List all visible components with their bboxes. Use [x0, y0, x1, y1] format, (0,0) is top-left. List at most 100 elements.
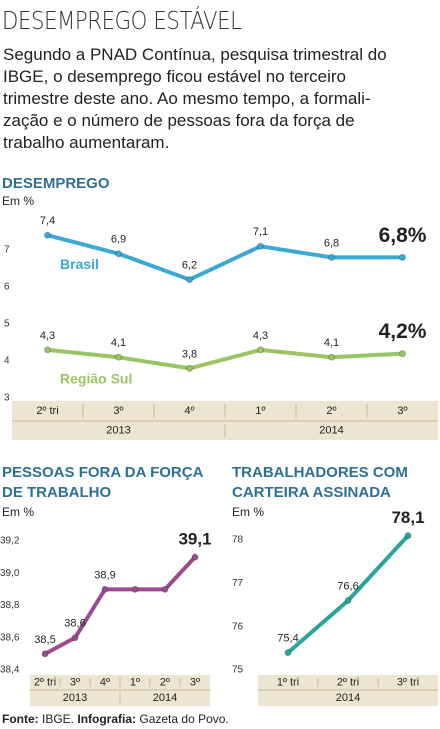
line	[286, 534, 410, 655]
x-tick-label: 1º	[130, 676, 140, 688]
x-tick-label: 2º tri	[36, 405, 58, 417]
data-label: 6,2	[182, 260, 197, 272]
data-label: 4,1	[324, 337, 339, 349]
data-label: 6,9	[111, 234, 126, 246]
data-label: 76,6	[337, 581, 358, 593]
group-label: 2014	[336, 692, 360, 704]
data-label: 38,6	[64, 618, 85, 630]
point	[257, 346, 264, 354]
chart-title: PESSOAS FORA DA FORÇA DE TRABALHO	[2, 464, 203, 501]
data-label: 4,1	[111, 337, 126, 349]
point	[186, 276, 193, 284]
y-tick-label: 7	[4, 245, 10, 256]
y-tick-label: 6	[4, 282, 10, 293]
intro-line: zação e o número de pessoas fora da forç…	[3, 111, 355, 130]
point	[191, 553, 199, 561]
data-label: 7,1	[253, 226, 268, 238]
x-tick-label: 1º tri	[277, 676, 299, 688]
footer-label: Infografia:	[77, 712, 137, 726]
x-tick-label: 2º tri	[34, 676, 56, 688]
y-tick-label: 78	[232, 535, 244, 546]
y-tick-label: 4	[4, 356, 10, 367]
intro-line: trabalho aumentaram.	[3, 133, 170, 152]
point	[186, 364, 193, 372]
intro-line: IBGE, o desemprego ficou estável no terc…	[3, 67, 347, 86]
data-label: 78,1	[391, 508, 424, 527]
y-tick-label: 39,0	[0, 568, 20, 579]
x-tick-label: 3º	[190, 676, 200, 688]
point	[399, 350, 406, 358]
point	[161, 585, 169, 593]
y-tick-label: 39,2	[0, 536, 20, 547]
x-tick-label: 2º	[326, 405, 336, 417]
x-tick-label: 3º tri	[397, 676, 419, 688]
group-label: 2013	[63, 692, 87, 704]
point	[131, 585, 139, 593]
point	[328, 253, 335, 261]
point	[44, 231, 51, 239]
intro-line: trimestre deste ano. Ao mesmo tempo, a f…	[3, 89, 371, 108]
x-tick-label: 4º	[184, 405, 194, 417]
x-tick-label: 3º	[70, 676, 80, 688]
intro: Segundo a PNAD Contínua, pesquisa trimes…	[3, 44, 387, 154]
line	[44, 555, 197, 656]
intro-line: Segundo a PNAD Contínua, pesquisa trimes…	[3, 45, 387, 64]
data-label: 39,1	[178, 530, 211, 549]
data-label: 75,4	[277, 633, 298, 645]
group-label: 2014	[319, 424, 343, 436]
y-tick-label: 76	[232, 621, 244, 632]
chart-title: TRABALHADORES COM CARTEIRA ASSINADA	[232, 464, 408, 501]
footer-text: IBGE.	[42, 712, 75, 726]
line	[47, 347, 403, 371]
y-tick-label: 75	[232, 665, 244, 676]
footer: Fonte: IBGE. Infografia: Gazeta do Povo.	[2, 712, 229, 726]
chart-title: DESEMPREGO	[2, 175, 110, 192]
x-tick-label: 3º	[113, 405, 123, 417]
data-label: 38,5	[34, 634, 55, 646]
y-tick-label: 38,8	[0, 600, 20, 611]
x-tick-label: 3º	[397, 405, 407, 417]
y-axis-label: Em %	[2, 194, 35, 208]
page-title: DESEMPREGO ESTÁVEL	[2, 6, 242, 35]
data-label: 6,8%	[379, 224, 427, 247]
point	[399, 253, 406, 261]
x-tick-label: 2º tri	[337, 676, 359, 688]
point	[344, 597, 352, 605]
footer-text: Gazeta do Povo.	[139, 712, 229, 726]
category-band	[258, 675, 438, 706]
point	[284, 649, 292, 657]
point	[115, 353, 122, 361]
y-tick-label: 77	[232, 578, 244, 589]
data-label: 38,9	[94, 569, 115, 581]
group-label: 2013	[106, 424, 130, 436]
line	[46, 233, 403, 282]
data-label: 3,8	[182, 348, 197, 360]
x-tick-label: 2º	[160, 676, 170, 688]
point	[404, 532, 412, 540]
point	[41, 650, 49, 658]
data-label: 4,3	[253, 330, 268, 342]
point	[44, 346, 51, 354]
series-label: Brasil	[60, 256, 99, 272]
point	[328, 353, 335, 361]
point	[101, 585, 109, 593]
y-tick-label: 3	[4, 393, 10, 404]
y-axis-label: Em %	[232, 505, 265, 519]
group-label: 2014	[153, 692, 177, 704]
point	[257, 242, 264, 250]
point	[115, 250, 122, 258]
y-tick-label: 38,4	[0, 665, 20, 676]
y-axis-label: Em %	[2, 505, 35, 519]
data-label: 4,3	[40, 330, 55, 342]
x-tick-label: 1º	[255, 405, 265, 417]
series-label: Região Sul	[60, 371, 132, 387]
data-label: 7,4	[40, 215, 55, 227]
point	[71, 634, 79, 642]
data-label: 6,8	[324, 237, 339, 249]
data-label: 4,2%	[379, 320, 427, 343]
footer-label: Fonte:	[2, 712, 39, 726]
y-tick-label: 38,6	[0, 632, 20, 643]
x-tick-label: 4º	[100, 676, 110, 688]
